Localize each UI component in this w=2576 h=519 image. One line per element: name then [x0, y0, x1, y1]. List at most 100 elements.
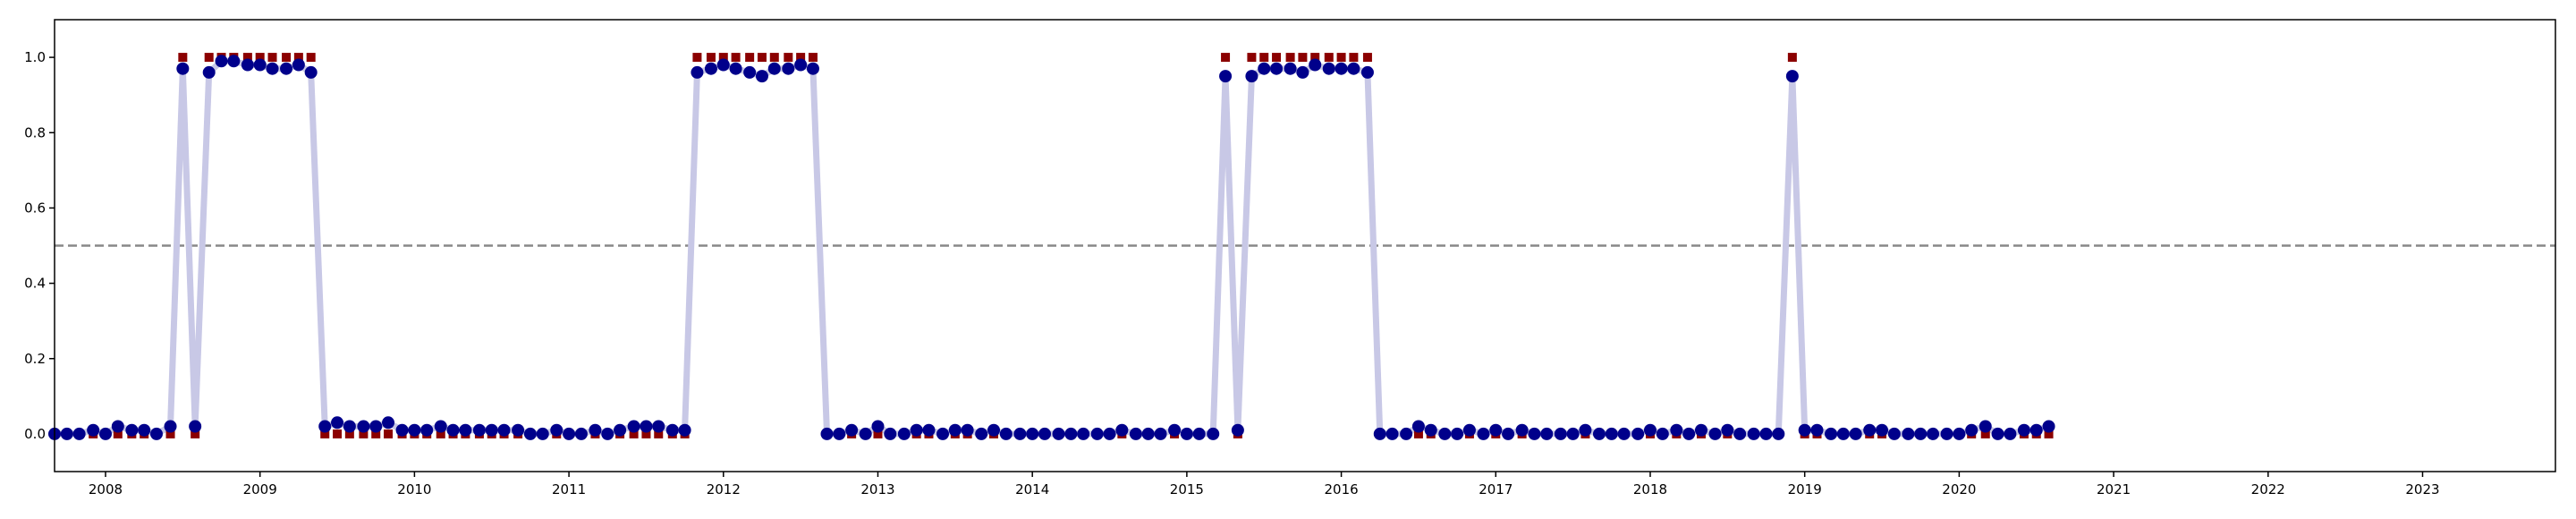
probability-marker	[343, 420, 356, 433]
probability-marker	[652, 420, 665, 433]
probability-marker	[1927, 427, 1940, 440]
probability-marker	[459, 423, 472, 437]
probability-marker	[497, 423, 511, 437]
state-marker	[320, 429, 330, 438]
probability-marker	[1207, 427, 1220, 440]
x-tick-label: 2010	[397, 481, 431, 498]
x-tick-label: 2020	[1942, 481, 1976, 498]
state-marker	[371, 429, 381, 438]
probability-marker	[2042, 420, 2055, 433]
probability-marker	[794, 58, 808, 72]
probability-marker	[704, 62, 717, 75]
probability-marker	[125, 423, 139, 437]
probability-marker	[1876, 423, 1889, 437]
probability-marker	[512, 423, 525, 437]
probability-marker	[1103, 427, 1116, 440]
probability-marker	[1477, 427, 1490, 440]
probability-marker	[999, 427, 1013, 440]
probability-marker	[1129, 427, 1142, 440]
state-marker	[731, 53, 741, 63]
probability-marker	[1747, 427, 1760, 440]
probability-marker	[1708, 427, 1722, 440]
probability-marker	[227, 55, 241, 68]
probability-marker	[665, 423, 679, 437]
probability-marker	[215, 55, 228, 68]
y-tick-label: 0.8	[24, 124, 46, 140]
probability-marker	[164, 420, 177, 433]
probability-marker	[369, 420, 383, 433]
probability-marker	[382, 416, 395, 430]
probability-marker	[395, 423, 409, 437]
probability-marker	[678, 423, 691, 437]
probability-marker	[1849, 427, 1862, 440]
probability-marker	[1180, 427, 1193, 440]
probability-marker	[1772, 427, 1785, 440]
probability-marker	[446, 423, 460, 437]
probability-marker	[729, 62, 742, 75]
state-marker	[384, 429, 394, 438]
probability-marker	[1231, 423, 1244, 437]
probability-marker	[1631, 427, 1645, 440]
probability-marker	[1682, 427, 1696, 440]
probability-marker	[266, 62, 279, 75]
probability-marker	[1733, 427, 1747, 440]
probability-marker	[1759, 427, 1773, 440]
probability-marker	[536, 427, 549, 440]
probability-marker	[601, 427, 614, 440]
probability-marker	[897, 427, 911, 440]
probability-marker	[318, 420, 332, 433]
probability-marker	[1284, 62, 1297, 75]
probability-marker	[1965, 423, 1979, 437]
probability-marker	[176, 62, 190, 75]
state-marker	[1221, 53, 1231, 63]
probability-marker	[859, 427, 872, 440]
probability-marker	[1154, 427, 1167, 440]
probability-marker	[472, 423, 486, 437]
probability-marker	[1554, 427, 1567, 440]
state-marker	[1247, 53, 1257, 63]
probability-marker	[1192, 427, 1206, 440]
x-tick-label: 2011	[552, 481, 586, 498]
state-marker	[1349, 53, 1359, 63]
probability-marker	[60, 427, 73, 440]
probability-marker	[627, 420, 640, 433]
probability-marker	[910, 423, 923, 437]
probability-marker	[1515, 423, 1529, 437]
x-tick-label: 2021	[2097, 481, 2131, 498]
state-marker	[1362, 53, 1372, 63]
probability-marker	[716, 58, 730, 72]
probability-marker	[640, 420, 653, 433]
probability-marker	[1013, 427, 1027, 440]
probability-marker	[755, 70, 768, 83]
probability-marker	[1026, 427, 1039, 440]
y-tick-label: 0.6	[24, 200, 46, 216]
probability-marker	[1887, 427, 1901, 440]
state-marker	[267, 53, 277, 63]
probability-marker	[614, 423, 627, 437]
probability-marker	[767, 62, 781, 75]
probability-marker	[691, 65, 704, 79]
probability-marker	[253, 58, 267, 72]
probability-marker	[241, 58, 254, 72]
plot-frame	[54, 19, 2556, 472]
probability-marker	[884, 427, 897, 440]
x-tick-label: 2012	[707, 481, 741, 498]
probability-marker	[331, 416, 344, 430]
probability-marker	[434, 420, 447, 433]
probability-marker	[1528, 427, 1541, 440]
probability-marker	[1438, 427, 1452, 440]
probability-marker	[1810, 423, 1824, 437]
probability-marker	[1656, 427, 1669, 440]
state-marker	[1272, 53, 1282, 63]
x-tick-label: 2016	[1324, 481, 1358, 498]
probability-marker	[485, 423, 498, 437]
state-marker	[1980, 429, 1990, 438]
probability-marker	[292, 58, 305, 72]
state-marker	[191, 429, 200, 438]
state-marker	[692, 53, 702, 63]
probability-marker	[563, 427, 576, 440]
state-marker	[113, 429, 123, 438]
x-tick-label: 2019	[1788, 481, 1822, 498]
probability-marker	[1579, 423, 1592, 437]
probability-marker	[1540, 427, 1554, 440]
